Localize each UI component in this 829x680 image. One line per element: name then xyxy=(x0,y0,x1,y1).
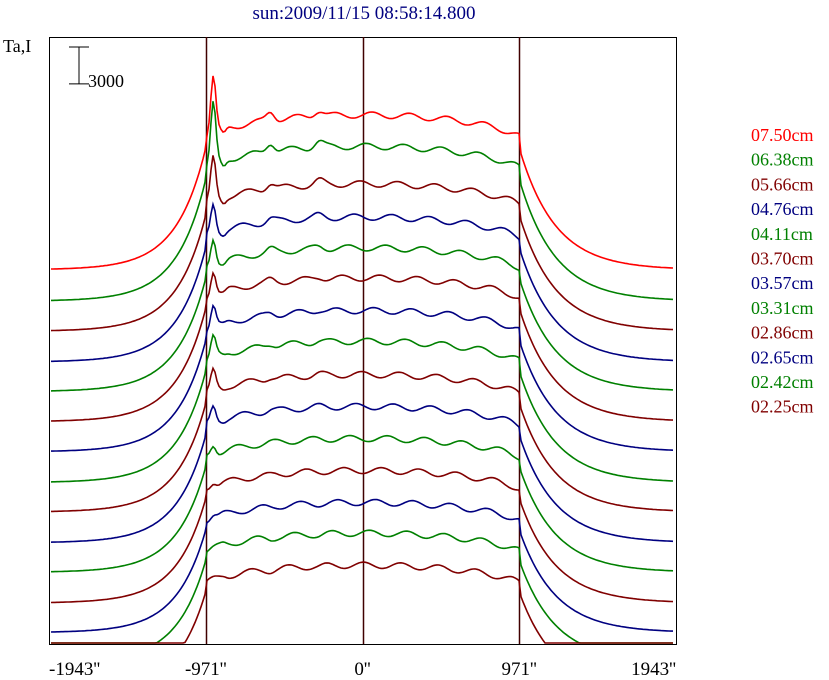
legend-item-2: 05.66cm xyxy=(751,174,814,194)
x-tick-label-2: 0'' xyxy=(354,659,370,680)
x-tick-label-3: 971'' xyxy=(501,659,536,680)
x-tick-label-4: 1943'' xyxy=(631,659,676,680)
trace-1 xyxy=(51,101,674,302)
trace-5 xyxy=(50,270,674,422)
trace-7 xyxy=(50,332,674,483)
trace-2 xyxy=(50,155,674,332)
legend-item-3: 04.76cm xyxy=(751,199,814,219)
legend-item-11: 02.25cm xyxy=(751,397,814,417)
y-axis-label: Ta,I xyxy=(3,36,31,56)
vertical-markers xyxy=(205,37,521,644)
trace-14 xyxy=(51,561,673,644)
trace-0 xyxy=(51,75,674,270)
chart-title: sun:2009/11/15 08:58:14.800 xyxy=(252,3,475,24)
trace-6 xyxy=(51,303,674,452)
trace-4 xyxy=(50,237,674,392)
trace-13 xyxy=(51,529,673,644)
legend-item-10: 02.42cm xyxy=(751,372,814,392)
legend-item-8: 02.86cm xyxy=(751,323,814,343)
legend-item-0: 07.50cm xyxy=(751,125,814,145)
legend: 07.50cm 06.38cm 05.66cm 04.76cm 04.11cm 03.70… xyxy=(751,125,814,417)
trace-3 xyxy=(51,201,674,363)
legend-item-5: 03.70cm xyxy=(751,249,814,269)
legend-item-6: 03.57cm xyxy=(751,273,814,293)
trace-9 xyxy=(50,402,674,543)
x-tick-label-1: -971'' xyxy=(185,659,227,680)
trace-11 xyxy=(50,466,674,604)
trace-8 xyxy=(51,366,674,513)
legend-item-9: 02.65cm xyxy=(751,347,814,367)
x-tick-labels: -1943'' -971'' 0'' 971'' 1943'' xyxy=(49,659,676,680)
traces-group xyxy=(50,75,674,644)
scale-bar: 3000 xyxy=(69,46,124,91)
legend-item-4: 04.11cm xyxy=(751,224,813,244)
trace-12 xyxy=(50,498,673,633)
legend-item-1: 06.38cm xyxy=(751,150,814,170)
trace-10 xyxy=(51,434,674,573)
legend-item-7: 03.31cm xyxy=(751,298,814,318)
x-tick-label-0: -1943'' xyxy=(49,659,100,680)
scale-bar-label: 3000 xyxy=(88,71,124,91)
